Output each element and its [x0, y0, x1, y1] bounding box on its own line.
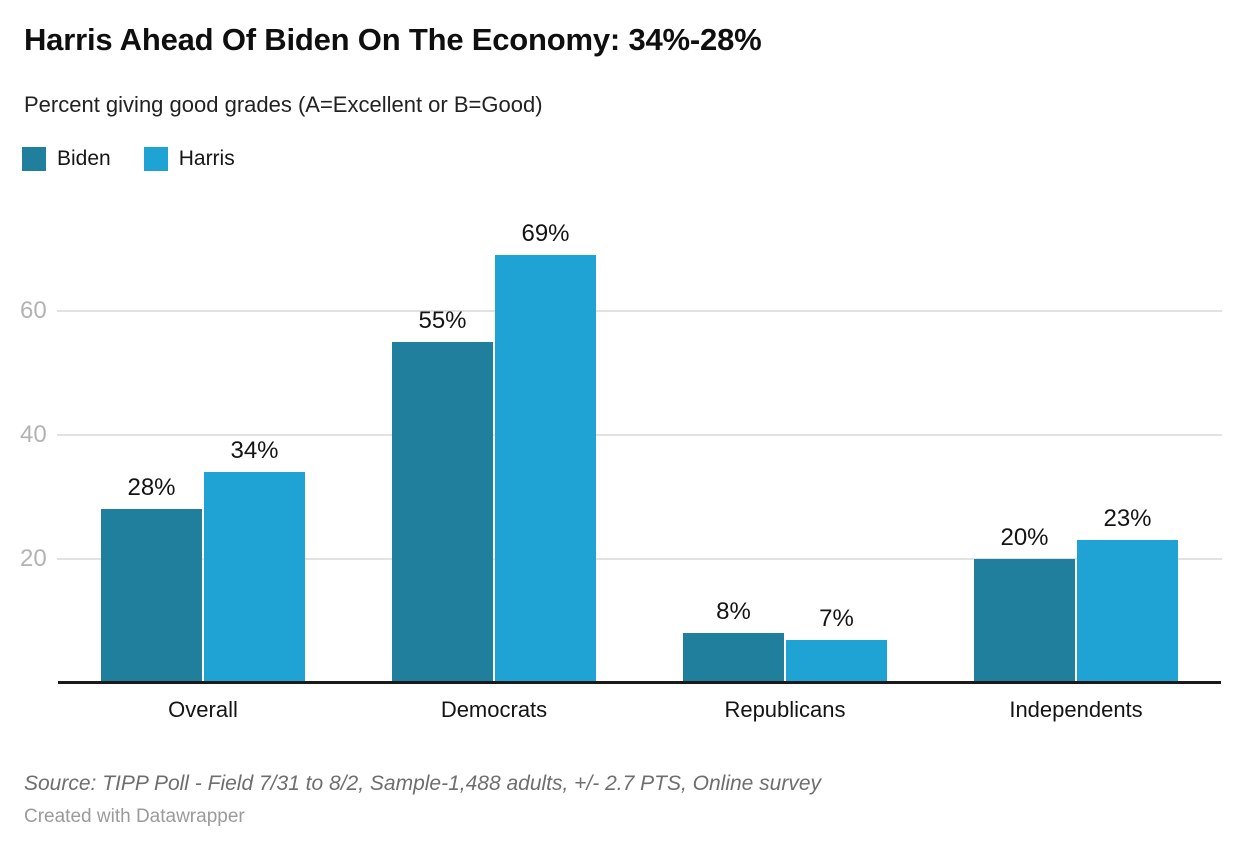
y-tick-label-20: 20 [20, 545, 47, 572]
category-label-overall: Overall [168, 697, 238, 722]
y-tick-label-60: 60 [20, 297, 47, 324]
credit-note: Created with Datawrapper [24, 806, 245, 827]
bar-biden-overall [101, 509, 202, 683]
value-label-harris-republicans: 7% [819, 605, 854, 632]
bar-harris-overall [204, 472, 305, 683]
bar-biden-democrats [392, 342, 493, 683]
bar-biden-independents [974, 559, 1075, 683]
gridline-60 [57, 310, 1222, 312]
bar-harris-democrats [495, 255, 596, 683]
category-label-independents: Independents [1009, 697, 1143, 722]
chart-subtitle: Percent giving good grades (A=Excellent … [24, 92, 543, 117]
source-note: Source: TIPP Poll - Field 7/31 to 8/2, S… [24, 772, 822, 795]
legend-label-biden: Biden [57, 147, 111, 170]
legend-swatch-biden [22, 147, 46, 171]
category-label-republicans: Republicans [724, 697, 846, 722]
x-axis-line [58, 681, 1221, 684]
value-label-biden-independents: 20% [1000, 524, 1049, 551]
bar-biden-republicans [683, 633, 784, 683]
bar-harris-independents [1077, 540, 1178, 683]
value-label-harris-overall: 34% [230, 437, 279, 464]
chart-title: Harris Ahead Of Biden On The Economy: 34… [24, 22, 762, 57]
legend-swatch-harris [143, 147, 168, 171]
value-label-biden-overall: 28% [127, 474, 176, 501]
legend-item-harris: Harris [143, 147, 235, 171]
category-label-democrats: Democrats [440, 697, 548, 722]
y-tick-label-40: 40 [20, 421, 47, 448]
value-label-harris-democrats: 69% [521, 220, 570, 247]
value-label-biden-republicans: 8% [716, 598, 751, 625]
legend-item-biden: Biden [22, 147, 111, 171]
bar-harris-republicans [786, 640, 887, 683]
gridline-20 [57, 558, 1222, 560]
gridline-40 [57, 434, 1222, 436]
legend: Biden Harris [22, 147, 235, 171]
value-label-biden-democrats: 55% [418, 307, 467, 334]
legend-label-harris: Harris [178, 147, 235, 170]
value-label-harris-independents: 23% [1103, 505, 1152, 532]
